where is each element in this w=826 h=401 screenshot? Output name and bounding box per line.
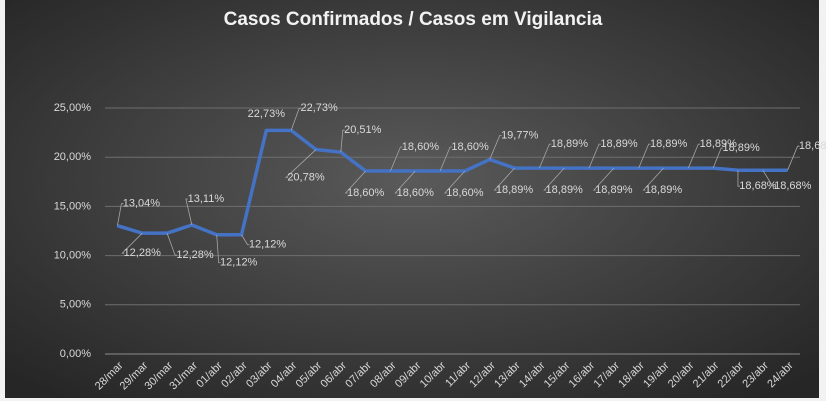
leader-line — [489, 135, 502, 160]
leader-line — [216, 234, 221, 264]
leader-line — [290, 107, 302, 131]
data-label: 13,11% — [188, 193, 225, 205]
data-label: 18,89% — [496, 184, 534, 196]
chart-background — [5, 0, 819, 398]
data-label: 22,73% — [248, 108, 286, 120]
leader-line — [543, 167, 565, 191]
leader-line — [394, 170, 416, 194]
data-label: 18,68% — [774, 180, 812, 192]
data-label: 18,60% — [451, 141, 489, 153]
leader-line — [638, 143, 651, 169]
data-label: 13,04% — [123, 198, 161, 210]
data-label: 12,28% — [124, 247, 162, 259]
leader-line — [444, 170, 466, 194]
series-line — [116, 128, 788, 237]
y-tick-label: 15,00% — [54, 200, 92, 212]
leader-line — [439, 146, 453, 172]
leader-line — [344, 170, 366, 194]
data-label: 18,60% — [347, 187, 385, 199]
y-tick-label: 10,00% — [54, 250, 92, 262]
data-label: 18,60% — [397, 187, 435, 199]
leader-line — [687, 143, 701, 169]
leader-line — [712, 147, 724, 169]
data-label: 18,89% — [551, 138, 589, 150]
leader-line — [185, 198, 193, 226]
data-label: 18,68% — [799, 140, 826, 152]
leader-line — [588, 143, 602, 169]
data-label: 12,12% — [249, 239, 287, 251]
data-label: 20,78% — [287, 171, 325, 183]
data-label: 20,51% — [344, 124, 382, 136]
data-label: 18,89% — [595, 184, 633, 196]
data-label: 22,73% — [301, 102, 339, 114]
data-label: 18,60% — [446, 187, 484, 199]
data-label: 12,12% — [220, 257, 258, 269]
leader-line — [117, 203, 124, 226]
data-label: 12,28% — [176, 249, 214, 261]
leader-line — [121, 232, 143, 254]
leader-line — [340, 129, 345, 153]
leader-line — [642, 167, 664, 191]
leader-line — [539, 143, 552, 169]
y-tick-label: 0,00% — [60, 348, 91, 360]
y-tick-label: 20,00% — [54, 151, 92, 163]
data-label: 18,89% — [650, 138, 688, 150]
leader-line — [390, 146, 403, 172]
data-label: 18,68% — [739, 180, 777, 192]
data-label: 18,89% — [645, 184, 683, 196]
leader-line — [592, 167, 615, 191]
data-label: 18,60% — [402, 141, 440, 153]
data-label: 19,77% — [501, 129, 539, 141]
leader-line — [762, 169, 775, 187]
leader-line — [787, 145, 800, 171]
leader-line — [166, 233, 178, 256]
y-tick-label: 25,00% — [54, 102, 92, 114]
leader-line — [737, 170, 740, 187]
leader-line — [241, 234, 250, 246]
leader-line — [493, 167, 515, 191]
leader-line — [284, 149, 317, 178]
data-label: 18,89% — [546, 184, 584, 196]
chart-title: Casos Confirmados / Casos em Vigilancia — [224, 9, 603, 30]
data-label: 18,89% — [700, 138, 738, 150]
data-label: 18,89% — [722, 142, 760, 154]
data-label: 18,89% — [600, 138, 638, 150]
y-tick-label: 5,00% — [60, 299, 91, 311]
